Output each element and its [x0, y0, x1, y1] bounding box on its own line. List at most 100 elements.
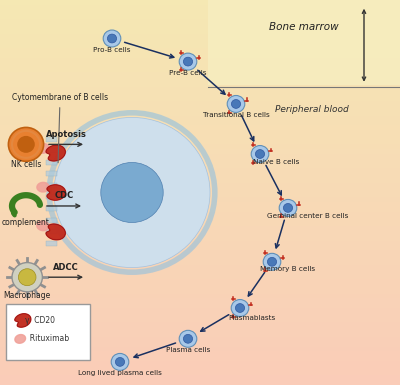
Bar	[0, 323, 400, 327]
Text: Rituximab: Rituximab	[25, 333, 69, 343]
Bar	[0, 221, 400, 226]
Text: Naive B cells: Naive B cells	[253, 159, 299, 165]
Circle shape	[184, 335, 192, 343]
Bar	[0, 53, 400, 58]
Text: ADCC: ADCC	[53, 263, 79, 271]
Circle shape	[103, 30, 121, 47]
Polygon shape	[15, 314, 31, 327]
Bar	[0, 366, 400, 370]
Bar	[0, 101, 400, 106]
Text: Peripheral blood: Peripheral blood	[275, 105, 349, 114]
Bar	[0, 192, 400, 197]
Bar	[0, 58, 400, 62]
Circle shape	[263, 253, 281, 270]
Bar	[0, 77, 400, 82]
Bar	[0, 62, 400, 67]
Bar	[0, 72, 400, 77]
Bar	[0, 289, 400, 293]
Bar	[0, 44, 400, 48]
Bar	[0, 202, 400, 207]
Circle shape	[251, 146, 269, 162]
Polygon shape	[46, 145, 65, 161]
Polygon shape	[15, 335, 26, 343]
Bar	[0, 154, 400, 159]
Bar	[0, 212, 400, 216]
Circle shape	[268, 258, 276, 266]
Bar	[0, 82, 400, 87]
Polygon shape	[47, 185, 66, 200]
Bar	[0, 346, 400, 351]
Bar	[0, 24, 400, 29]
Bar	[46, 183, 57, 188]
Bar	[0, 29, 400, 34]
Text: Plasmablasts: Plasmablasts	[228, 315, 276, 321]
Circle shape	[227, 95, 245, 112]
Text: γ  CD20: γ CD20	[25, 316, 55, 325]
Bar	[0, 308, 400, 313]
Bar	[0, 337, 400, 342]
Bar	[0, 274, 400, 279]
Bar	[0, 169, 400, 173]
Bar	[0, 178, 400, 183]
Bar	[46, 160, 57, 165]
Bar	[0, 293, 400, 298]
Polygon shape	[37, 182, 49, 192]
Bar	[0, 144, 400, 149]
Bar	[46, 241, 57, 246]
Bar	[0, 183, 400, 188]
Circle shape	[284, 204, 292, 212]
Bar	[0, 14, 400, 19]
Text: Long lived plasma cells: Long lived plasma cells	[78, 370, 162, 376]
Bar	[0, 116, 400, 120]
Bar	[0, 38, 400, 44]
Bar	[0, 255, 400, 260]
Text: Plasma cells: Plasma cells	[166, 346, 210, 353]
Bar	[0, 106, 400, 111]
Text: Bone marrow: Bone marrow	[269, 22, 339, 32]
Circle shape	[179, 53, 197, 70]
Text: Pro-B cells: Pro-B cells	[93, 47, 131, 53]
Text: Macrophage: Macrophage	[4, 291, 51, 300]
Bar	[0, 19, 400, 24]
Circle shape	[279, 199, 297, 216]
Bar	[0, 92, 400, 96]
Bar	[0, 246, 400, 250]
Bar	[46, 194, 57, 199]
Bar	[0, 135, 400, 140]
Circle shape	[8, 127, 44, 161]
Bar	[0, 231, 400, 236]
Bar	[46, 218, 57, 223]
Bar	[0, 370, 400, 375]
Bar	[0, 207, 400, 212]
Bar	[0, 173, 400, 178]
Circle shape	[111, 353, 129, 370]
Bar	[0, 284, 400, 289]
Bar	[0, 10, 400, 14]
Text: complement: complement	[2, 218, 50, 227]
Text: Pre-B cells: Pre-B cells	[169, 70, 207, 76]
Bar	[0, 188, 400, 192]
Bar	[0, 298, 400, 303]
Circle shape	[256, 150, 264, 158]
Circle shape	[231, 300, 249, 316]
Bar	[0, 241, 400, 246]
Bar	[0, 265, 400, 270]
Polygon shape	[46, 224, 65, 240]
Bar	[0, 361, 400, 366]
Bar	[0, 34, 400, 38]
Circle shape	[184, 57, 192, 66]
Bar	[46, 148, 57, 153]
Circle shape	[232, 100, 240, 108]
Bar	[0, 159, 400, 164]
Bar	[0, 332, 400, 337]
Bar	[0, 303, 400, 308]
Bar	[0, 67, 400, 72]
Bar	[0, 140, 400, 144]
Bar	[0, 351, 400, 356]
Bar	[0, 96, 400, 101]
Bar	[208, 0, 400, 85]
Bar	[0, 48, 400, 53]
Bar	[0, 313, 400, 318]
Bar	[0, 327, 400, 332]
Text: Memory B cells: Memory B cells	[260, 266, 316, 273]
